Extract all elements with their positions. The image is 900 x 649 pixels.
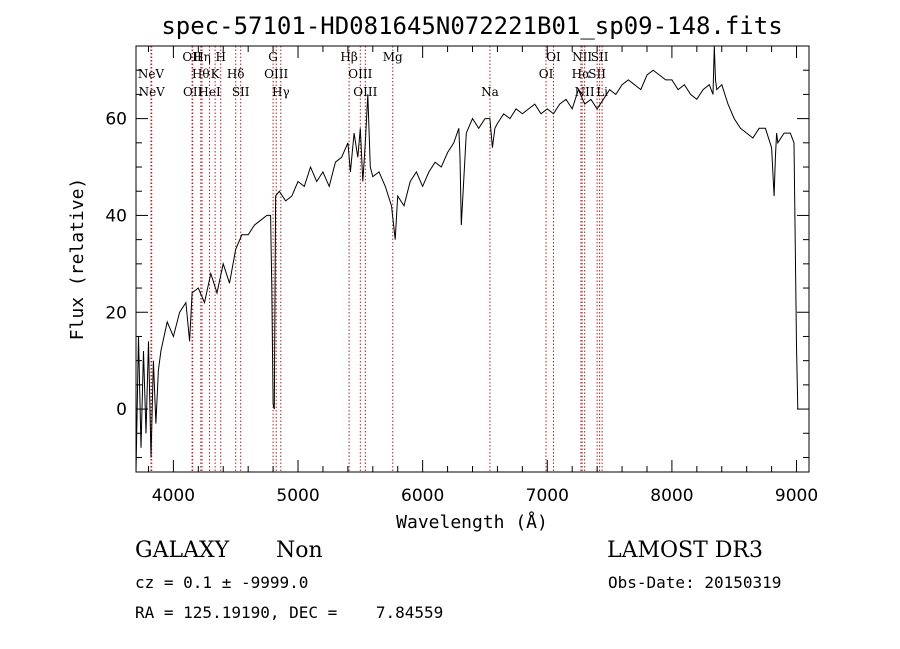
spectral-line-label: OII	[182, 50, 202, 64]
object-class: GALAXY	[135, 538, 230, 563]
redshift-line: cz = 0.1 ± -9999.0	[135, 573, 309, 592]
spectral-line-label: OIII	[348, 67, 372, 81]
spectral-line-label: Hβ	[340, 50, 357, 64]
spectral-line-label: OII	[183, 85, 203, 99]
axis-ticks-layer: 4000 5000 6000 7000 8000 9000 0 20 40 60	[105, 46, 818, 506]
coordinates: RA = 125.19190, DEC = 7.84559	[135, 603, 444, 622]
y-tick-label: 40	[105, 206, 127, 226]
chart-title: spec-57101-HD081645N072221B01_sp09-148.f…	[161, 12, 782, 40]
spectral-line-label: Hδ	[227, 67, 245, 81]
spectral-line-label: NII	[572, 50, 592, 64]
spectral-line-label: NeV	[139, 85, 166, 99]
obs-date: Obs-Date: 20150319	[608, 573, 782, 592]
spectral-line-label: SII	[588, 67, 606, 81]
spectral-line-label: Hθ	[192, 67, 210, 81]
spectral-line-label: OIII	[353, 85, 377, 99]
spectral-line-label: H	[216, 50, 226, 64]
spectral-line-label: Hγ	[272, 85, 290, 99]
spectral-line-label: Na	[481, 85, 499, 99]
spectral-line-label: OIII	[264, 67, 288, 81]
spectral-line-label: Hα	[572, 67, 591, 81]
spectral-line-label: OI	[539, 67, 554, 81]
spectral-line-label: NII	[575, 85, 595, 99]
spectral-line-label: Mg	[383, 50, 403, 64]
x-tick-label: 8000	[650, 486, 693, 506]
y-tick-label: 60	[105, 110, 127, 130]
spectral-line-label: SII	[591, 50, 609, 64]
x-tick-label: 6000	[401, 486, 444, 506]
plot-frame	[135, 45, 810, 473]
spectral-line-label: G	[268, 50, 278, 64]
spectral-line-label: NeV	[138, 67, 165, 81]
x-tick-label: 7000	[526, 486, 569, 506]
survey-name: LAMOST DR3	[607, 538, 763, 563]
spectral-line-label: SII	[232, 85, 250, 99]
y-axis-label: Flux (relative)	[67, 178, 88, 341]
spectral-line-label: Li	[596, 85, 608, 99]
spectral-line-label: HeI	[198, 85, 221, 99]
spectral-line-label: K	[211, 67, 221, 81]
y-tick-label: 20	[105, 303, 127, 323]
y-tick-label: 0	[116, 400, 127, 420]
spectrum-series-line	[135, 45, 799, 473]
x-tick-label: 5000	[276, 486, 319, 506]
object-subclass: Non	[276, 538, 323, 563]
spectral-line-label: Hη	[193, 50, 211, 64]
x-tick-label: 4000	[152, 486, 195, 506]
spectral-line-label: OI	[546, 50, 561, 64]
spectral-lines-layer	[150, 46, 603, 472]
x-tick-label: 9000	[775, 486, 818, 506]
x-axis-label: Wavelength (Å)	[396, 511, 548, 533]
